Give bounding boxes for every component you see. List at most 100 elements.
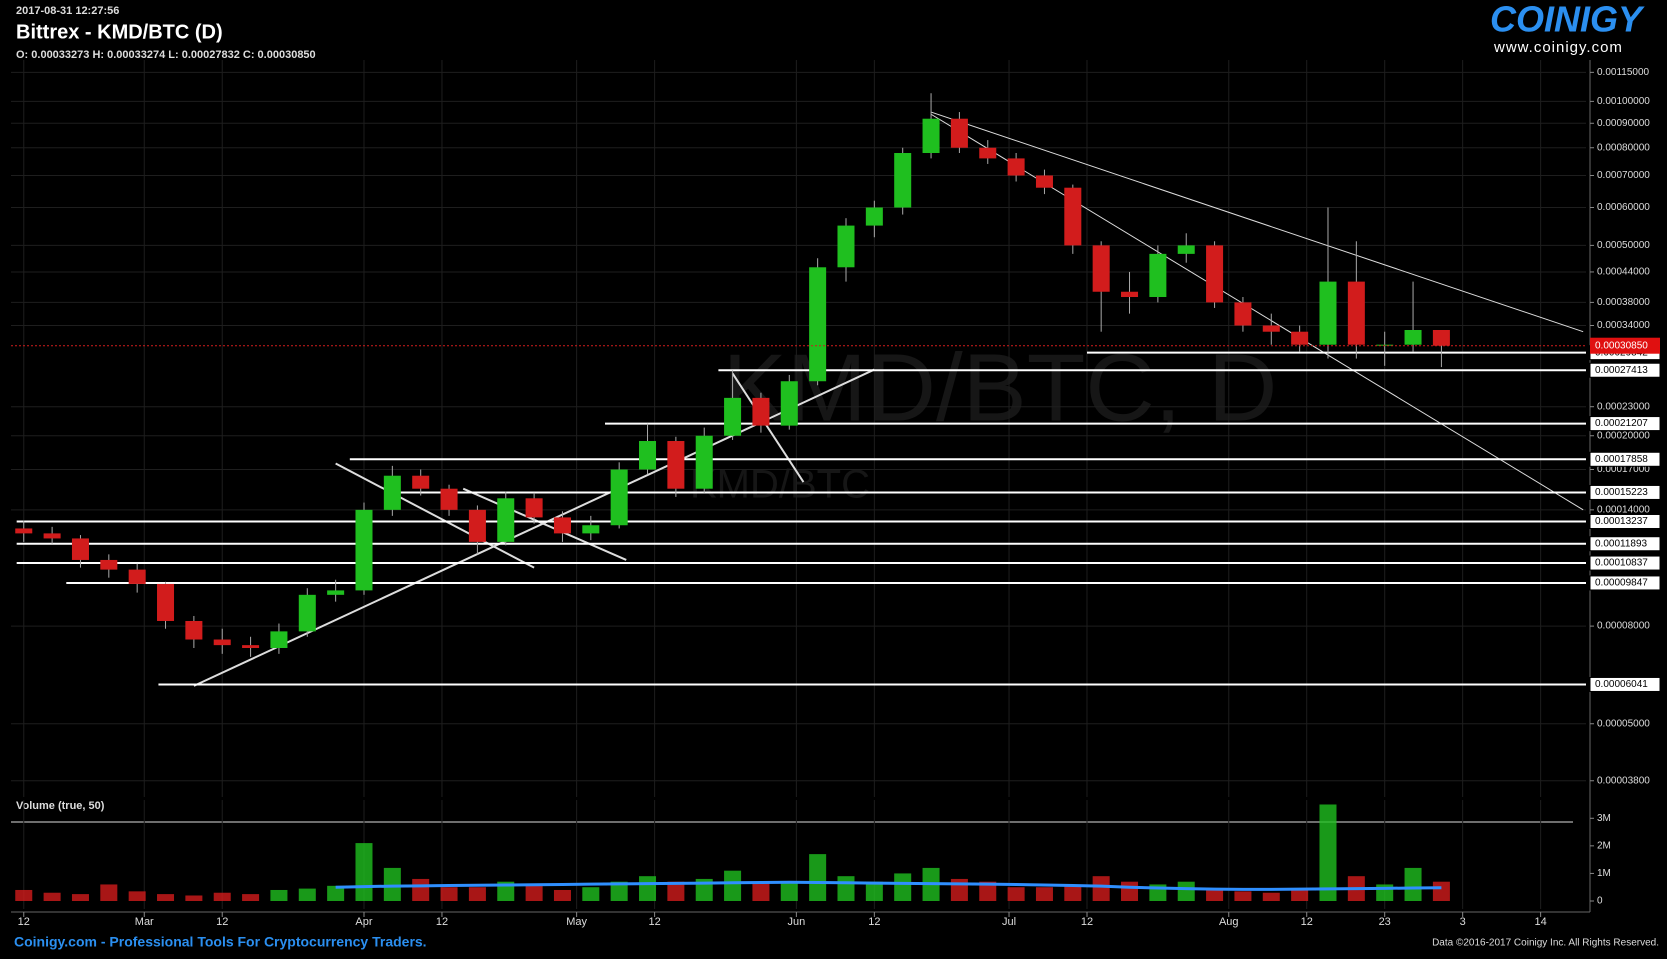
level-label: 0.00027413 xyxy=(1595,365,1648,376)
candle-body xyxy=(128,569,146,584)
last-price-label: 0.00030850 xyxy=(1595,340,1648,351)
candle-body xyxy=(468,509,486,542)
volume-bar xyxy=(1291,889,1309,901)
volume-bar xyxy=(950,878,968,901)
candle-body xyxy=(1347,281,1365,345)
volume-bar xyxy=(1007,887,1025,901)
volume-bar xyxy=(610,881,628,901)
volume-bar xyxy=(440,887,458,901)
candle-body xyxy=(157,583,175,621)
last-price-box xyxy=(1590,337,1660,354)
y-tick-label: 0.00038000 xyxy=(1597,297,1650,308)
volume-bar xyxy=(71,894,89,901)
candle-body xyxy=(1149,253,1167,298)
timestamp: 2017-08-31 12:27:56 xyxy=(16,5,119,17)
candle-body xyxy=(355,509,373,591)
y-tick-label: 0.00090000 xyxy=(1597,118,1650,129)
candle-body xyxy=(270,631,288,648)
level-label-box xyxy=(1589,676,1661,692)
level-label: 0.00011893 xyxy=(1595,538,1648,549)
candle-body xyxy=(1206,245,1224,303)
candle-body xyxy=(724,397,742,436)
y-tick-label: 0.00020000 xyxy=(1597,430,1650,441)
candle-body xyxy=(553,517,571,534)
x-tick-label: 12 xyxy=(436,916,448,928)
volume-bar xyxy=(525,884,543,901)
volume-bar xyxy=(1262,892,1280,901)
candle-body xyxy=(71,538,89,560)
y-tick-label: 0.00044000 xyxy=(1597,267,1650,278)
volume-bar xyxy=(185,895,203,901)
volume-bar xyxy=(639,876,657,901)
x-tick-label: Jun xyxy=(787,916,805,928)
level-label-box xyxy=(1589,416,1661,432)
trend-line xyxy=(462,487,627,561)
chart-title: Bittrex - KMD/BTC (D) xyxy=(16,21,223,43)
volume-bar xyxy=(100,884,118,901)
candle-body xyxy=(837,225,855,268)
volume-bar xyxy=(809,854,827,901)
volume-bar xyxy=(780,881,798,901)
level-label: 0.00010837 xyxy=(1595,558,1648,569)
level-label-box xyxy=(1589,362,1661,378)
candle-body xyxy=(780,381,798,426)
level-label: 0.00006041 xyxy=(1595,679,1648,690)
volume-bar xyxy=(1177,881,1195,901)
trend-line xyxy=(335,462,535,569)
level-label: 0.00013237 xyxy=(1595,516,1648,527)
candle-body xyxy=(610,469,628,526)
x-tick-label: 14 xyxy=(1535,916,1547,928)
volume-bar xyxy=(43,892,61,901)
candle-body xyxy=(950,118,968,148)
candle-body xyxy=(43,533,61,539)
candle-body xyxy=(213,639,231,646)
volume-bar xyxy=(468,887,486,901)
candle-body xyxy=(809,267,827,382)
y-tick-label: 0.00003800 xyxy=(1597,775,1650,786)
candle-body xyxy=(922,118,940,154)
candle-body xyxy=(383,475,401,510)
x-tick-label: 23 xyxy=(1379,916,1391,928)
level-label: 0.00009847 xyxy=(1595,578,1648,589)
candle-body xyxy=(865,207,883,226)
volume-title: Volume (true, 50) xyxy=(16,800,105,812)
level-label-box xyxy=(1589,513,1661,529)
candle-body xyxy=(582,525,600,534)
x-tick-label: 12 xyxy=(1081,916,1093,928)
candle-body xyxy=(100,559,118,570)
y-tick-label: 0.00080000 xyxy=(1597,142,1650,153)
volume-bar xyxy=(15,889,33,901)
volume-tick-label: 0 xyxy=(1597,896,1603,907)
candle-body xyxy=(1291,331,1309,345)
level-label-box xyxy=(1589,484,1661,500)
x-tick-label: 12 xyxy=(648,916,660,928)
volume-bar xyxy=(1404,867,1422,901)
candle-body xyxy=(1376,344,1394,346)
volume-bar xyxy=(979,881,997,901)
volume-bar xyxy=(412,878,430,901)
y-tick-label: 0.00100000 xyxy=(1597,96,1650,107)
ohlc-line: O: 0.00033273 H: 0.00033274 L: 0.0002783… xyxy=(16,49,316,61)
candle-body xyxy=(1177,245,1195,254)
volume-bar xyxy=(582,887,600,901)
y-tick-label: 0.00023000 xyxy=(1597,401,1650,412)
volume-bar xyxy=(724,870,742,901)
y-tick-label: 0.00017000 xyxy=(1597,464,1650,475)
volume-bar xyxy=(1432,881,1450,901)
volume-ma-line xyxy=(335,880,1442,891)
x-tick-label: Mar xyxy=(135,916,154,928)
y-tick-label: 0.00014000 xyxy=(1597,504,1650,515)
volume-bar xyxy=(213,892,231,901)
y-tick-label: 0.00115000 xyxy=(1597,67,1650,78)
x-tick-label: May xyxy=(566,916,587,928)
volume-bar xyxy=(298,888,316,901)
volume-tick-label: 3M xyxy=(1597,813,1611,824)
candle-body xyxy=(1035,175,1053,188)
y-tick-label: 0.00034000 xyxy=(1597,320,1650,331)
level-label: 0.00021207 xyxy=(1595,418,1648,429)
volume-bar xyxy=(1206,889,1224,901)
candle-body xyxy=(667,441,685,489)
volume-bar xyxy=(1035,887,1053,901)
volume-bar xyxy=(128,891,146,901)
